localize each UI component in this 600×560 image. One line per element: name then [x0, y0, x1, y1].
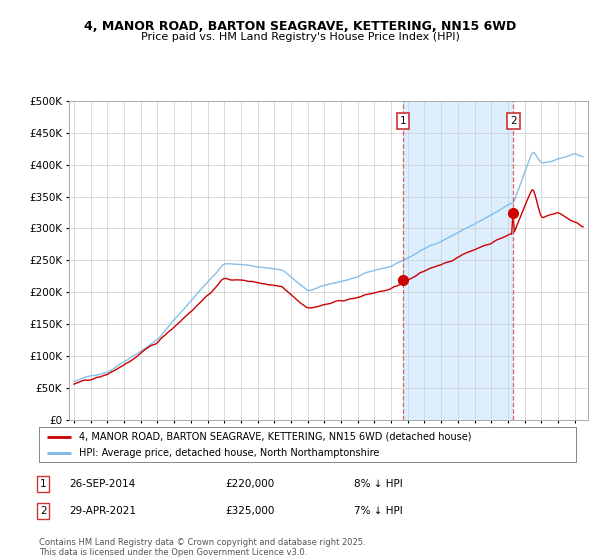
- Bar: [403, 101, 514, 420]
- Text: £325,000: £325,000: [225, 506, 274, 516]
- Text: 29-APR-2021: 29-APR-2021: [69, 506, 136, 516]
- Text: £220,000: £220,000: [225, 479, 274, 489]
- Text: Price paid vs. HM Land Registry's House Price Index (HPI): Price paid vs. HM Land Registry's House …: [140, 32, 460, 43]
- Text: 2: 2: [510, 116, 517, 126]
- Text: 1: 1: [40, 479, 47, 489]
- Text: HPI: Average price, detached house, North Northamptonshire: HPI: Average price, detached house, Nort…: [79, 447, 380, 458]
- Text: 2: 2: [40, 506, 47, 516]
- Text: 4, MANOR ROAD, BARTON SEAGRAVE, KETTERING, NN15 6WD (detached house): 4, MANOR ROAD, BARTON SEAGRAVE, KETTERIN…: [79, 432, 472, 442]
- Text: Contains HM Land Registry data © Crown copyright and database right 2025.
This d: Contains HM Land Registry data © Crown c…: [39, 538, 365, 557]
- Text: 4, MANOR ROAD, BARTON SEAGRAVE, KETTERING, NN15 6WD: 4, MANOR ROAD, BARTON SEAGRAVE, KETTERIN…: [84, 20, 516, 32]
- Text: 26-SEP-2014: 26-SEP-2014: [69, 479, 135, 489]
- Text: 8% ↓ HPI: 8% ↓ HPI: [354, 479, 403, 489]
- Text: 1: 1: [400, 116, 407, 126]
- Text: 7% ↓ HPI: 7% ↓ HPI: [354, 506, 403, 516]
